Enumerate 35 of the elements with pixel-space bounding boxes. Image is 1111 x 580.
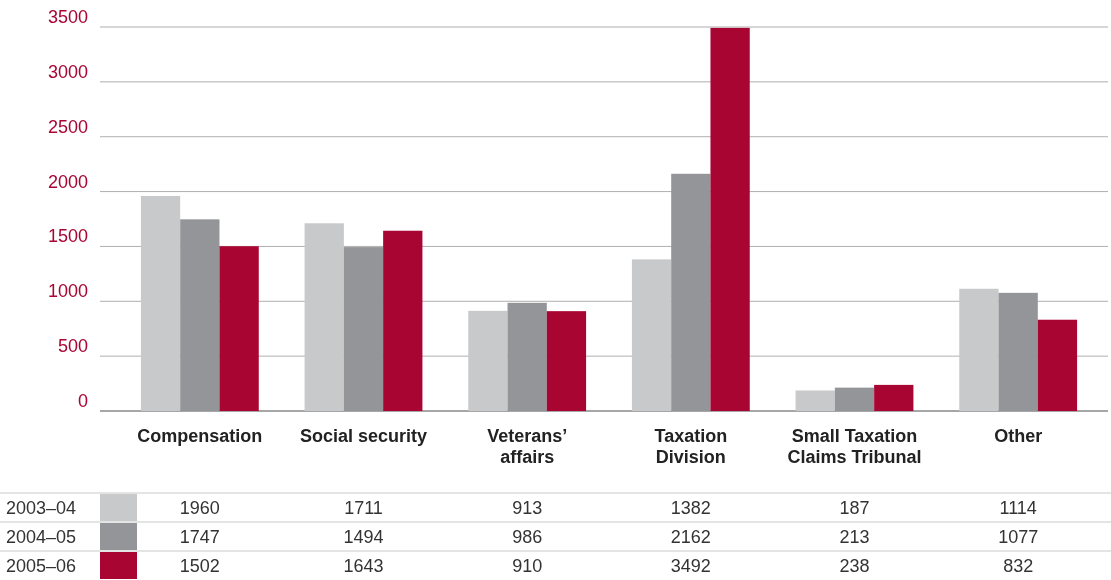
data-label: 213: [839, 527, 870, 547]
x-tick-label: Taxation Division: [654, 426, 728, 467]
y-tick-label: 3500: [47, 7, 88, 27]
x-tick-label: Small Taxation Claims Tribunal: [787, 426, 922, 467]
data-label: 2162: [670, 527, 711, 547]
data-label: 3492: [670, 556, 711, 576]
x-tick-label: Compensation: [137, 426, 263, 446]
data-label: 913: [512, 498, 543, 518]
y-tick-label: 500: [57, 336, 88, 357]
x-tick-label: Veterans’ affairs: [487, 426, 568, 467]
data-label: 1114: [999, 498, 1037, 518]
y-tick-label: 3000: [47, 61, 88, 82]
data-label: 187: [839, 498, 870, 518]
data-label: 1382: [670, 498, 711, 518]
legend-label: 2004–05: [6, 527, 77, 547]
y-tick-label: 1000: [47, 281, 88, 302]
data-label: 986: [512, 527, 543, 547]
data-label: 1494: [343, 527, 384, 547]
data-label: 910: [512, 556, 543, 576]
data-label: 238: [839, 556, 870, 576]
data-label: 1747: [179, 527, 220, 547]
data-label: 1643: [343, 556, 384, 576]
data-label: 1711: [344, 498, 383, 518]
data-label: 1960: [179, 498, 220, 518]
y-tick-label: 2000: [47, 171, 88, 192]
x-tick-label: Other: [994, 426, 1043, 446]
x-tick-label: Social security: [299, 426, 428, 446]
y-tick-label: 0: [77, 391, 88, 411]
y-tick-label: 2500: [47, 116, 88, 137]
legend-label: 2003–04: [6, 498, 77, 518]
data-label: 1502: [179, 556, 220, 576]
data-label: 832: [1003, 556, 1034, 576]
data-label: 1077: [998, 527, 1039, 547]
legend-label: 2005–06: [6, 556, 77, 576]
y-tick-label: 1500: [47, 226, 88, 247]
